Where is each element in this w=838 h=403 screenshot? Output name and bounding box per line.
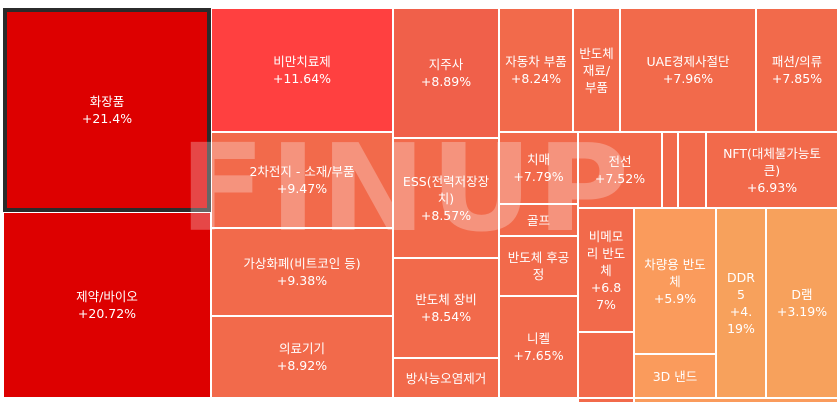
treemap-tile[interactable]: 반도체 재료/부품 (573, 8, 620, 132)
treemap-tile[interactable]: 의료기기 +8.92% (211, 316, 393, 398)
tile-name: UAE경제사절단 (646, 54, 730, 69)
tile-change-percent: +7.79% (513, 169, 564, 184)
tile-change-percent: +6.93% (746, 179, 798, 195)
tile-name: 제약/바이오 (76, 289, 138, 304)
tile-change-percent: +21.4% (81, 111, 133, 126)
treemap-tile[interactable]: 패션/의류 +7.85% (756, 8, 838, 132)
tile-name: 의료기기 (278, 341, 325, 356)
tile-name: 반도체 후공정 (507, 250, 570, 282)
tile-change-percent: +7.52% (594, 171, 646, 186)
treemap-tile[interactable]: 자동차 부품 +8.24% (499, 8, 573, 132)
tile-name: DDR5 (727, 270, 755, 302)
treemap-tile[interactable]: NFT(대체불가능토큰) +6.93% (706, 132, 838, 208)
tile-name: 치매 (526, 152, 550, 167)
tile-change-percent: +4.19% (727, 304, 755, 336)
tile-change-percent: +8.24% (510, 71, 562, 86)
treemap-tile[interactable]: 화장품 +21.4% (3, 8, 211, 212)
tile-change-percent: +3.19% (776, 304, 828, 319)
tile-change-percent: +11.64% (272, 71, 332, 86)
treemap-tile[interactable]: 비메모리 반도체 +6.87% (578, 208, 634, 332)
treemap-tile[interactable]: 차량용 반도체 +5.9% (634, 208, 716, 354)
tile-name: 자동차 부품 (505, 54, 567, 69)
treemap-tile[interactable] (634, 398, 838, 403)
treemap-tile[interactable] (678, 132, 706, 208)
treemap-tile[interactable]: 반도체 후공정 (499, 236, 578, 296)
treemap-tile[interactable]: ESS(전력저장장치) +8.57% (393, 138, 499, 258)
tile-name: 골프 (526, 212, 550, 228)
treemap-tile[interactable] (578, 332, 634, 398)
treemap-tile[interactable]: 가상화폐(비트코인 등) +9.38% (211, 228, 393, 316)
tile-name: 전선 (608, 154, 632, 169)
tile-name: 방사능오염제거 (405, 370, 487, 386)
tile-change-percent: +7.65% (513, 348, 564, 363)
treemap-tile[interactable]: 골프 (499, 204, 578, 236)
tile-name: 비메모리 반도체 (586, 228, 626, 278)
treemap-tile[interactable]: UAE경제사절단 +7.96% (620, 8, 756, 132)
tile-name: 가상화폐(비트코인 등) (243, 256, 361, 271)
treemap-tile[interactable]: 제약/바이오 +20.72% (3, 212, 211, 398)
tile-change-percent: +5.9% (653, 290, 697, 306)
tile-name: 2차전지 - 소재/부품 (249, 164, 355, 179)
tile-name: 3D 낸드 (652, 368, 698, 384)
tile-name: 비만치료제 (273, 54, 331, 69)
tile-name: 차량용 반도체 (644, 256, 706, 289)
treemap-tile[interactable] (578, 398, 634, 403)
tile-change-percent: +7.85% (771, 71, 823, 86)
treemap-tile[interactable]: 반도체 장비 +8.54% (393, 258, 499, 358)
tile-name: 반도체 재료/부품 (579, 45, 614, 95)
treemap-tile[interactable]: 비만치료제 +11.64% (211, 8, 393, 132)
treemap-tile[interactable]: 니켈 +7.65% (499, 296, 578, 398)
tile-name: ESS(전력저장장치) (402, 173, 490, 206)
tile-change-percent: +8.57% (420, 207, 472, 223)
tile-change-percent: +8.92% (276, 358, 328, 373)
tile-change-percent: +9.47% (276, 181, 328, 196)
tile-name: NFT(대체불가능토큰) (723, 145, 821, 178)
treemap-tile[interactable]: 2차전지 - 소재/부품 +9.47% (211, 132, 393, 228)
treemap-tile[interactable]: DDR5 +4.19% (716, 208, 766, 398)
tile-change-percent: +8.89% (420, 74, 472, 89)
tile-name: 니켈 (526, 331, 550, 346)
tile-name: 화장품 (89, 94, 125, 109)
tile-change-percent: +8.54% (420, 309, 472, 324)
treemap-tile[interactable]: 방사능오염제거 (393, 358, 499, 398)
tile-name: 지주사 (428, 57, 464, 72)
treemap-tile[interactable]: D램 +3.19% (766, 208, 838, 398)
tile-change-percent: +20.72% (77, 306, 137, 321)
treemap-tile[interactable]: 지주사 +8.89% (393, 8, 499, 138)
tile-change-percent: +6.87% (590, 279, 622, 312)
treemap-tile[interactable]: 3D 낸드 (634, 354, 716, 398)
tile-name: 패션/의류 (771, 54, 823, 69)
tile-name: D램 (791, 287, 813, 302)
tile-name: 반도체 장비 (415, 292, 477, 307)
treemap-tile[interactable] (662, 132, 678, 208)
tile-change-percent: +7.96% (662, 71, 714, 86)
treemap-tile[interactable]: 전선 +7.52% (578, 132, 662, 208)
tile-change-percent: +9.38% (276, 273, 328, 288)
treemap-tile[interactable]: 치매 +7.79% (499, 132, 578, 204)
